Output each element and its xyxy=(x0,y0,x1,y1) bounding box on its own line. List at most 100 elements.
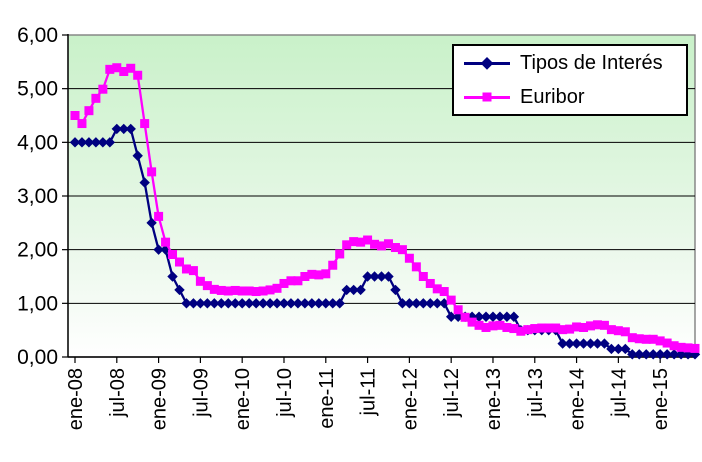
data-point-diamond xyxy=(243,298,255,309)
data-point-diamond xyxy=(271,298,283,309)
data-point-square xyxy=(599,320,609,330)
data-point-square xyxy=(84,106,94,116)
data-point-diamond xyxy=(83,137,95,148)
data-point-square xyxy=(251,287,261,297)
data-point-square xyxy=(488,321,498,331)
data-point-square xyxy=(370,239,380,249)
data-point-diamond xyxy=(69,137,81,148)
data-point-diamond xyxy=(425,298,436,309)
data-point-square xyxy=(105,64,115,74)
data-point-diamond xyxy=(557,338,568,349)
data-point-square xyxy=(383,239,393,249)
data-point-square xyxy=(202,281,212,291)
data-point-diamond xyxy=(494,311,506,322)
y-tick-label: 0,00 xyxy=(17,346,58,369)
data-point-square xyxy=(174,257,184,267)
data-point-diamond xyxy=(202,298,213,309)
data-point-square xyxy=(356,237,366,247)
data-point-square xyxy=(119,66,129,76)
x-tick-label: jul-13 xyxy=(525,368,547,418)
legend: Tipos de Interés Euribor xyxy=(452,44,688,116)
legend-item-euribor: Euribor xyxy=(464,82,686,112)
data-point-square xyxy=(627,333,637,343)
square-marker-icon xyxy=(482,92,492,102)
data-point-diamond xyxy=(578,338,589,349)
legend-label-tipos: Tipos de Interés xyxy=(520,51,663,74)
data-point-diamond xyxy=(250,298,262,309)
data-point-square xyxy=(411,262,421,272)
data-point-square xyxy=(300,272,310,281)
data-point-diamond xyxy=(487,311,499,322)
data-point-diamond xyxy=(174,284,185,296)
data-point-square xyxy=(397,245,407,255)
data-point-diamond xyxy=(132,150,143,161)
data-point-square xyxy=(279,278,289,288)
data-point-diamond xyxy=(362,271,373,282)
data-point-square xyxy=(558,325,568,335)
data-point-diamond xyxy=(341,284,352,296)
data-point-diamond xyxy=(257,298,269,309)
data-point-diamond xyxy=(313,298,325,309)
data-point-diamond xyxy=(585,338,596,349)
data-point-diamond xyxy=(404,298,415,309)
data-point-square xyxy=(446,295,456,305)
data-point-diamond xyxy=(432,298,443,309)
y-tick-label: 6,00 xyxy=(17,24,58,47)
data-point-diamond xyxy=(181,298,192,309)
data-point-diamond xyxy=(285,298,297,309)
data-point-diamond xyxy=(383,271,394,282)
data-point-diamond xyxy=(195,298,206,309)
data-point-diamond xyxy=(278,298,290,309)
data-point-square xyxy=(620,327,630,337)
data-point-square xyxy=(572,322,582,332)
data-point-square xyxy=(237,286,247,296)
data-point-square xyxy=(425,278,435,288)
data-point-square xyxy=(432,284,442,294)
data-point-square xyxy=(133,70,143,80)
data-point-square xyxy=(181,264,191,274)
y-tick-label: 5,00 xyxy=(17,78,58,101)
data-point-square xyxy=(516,326,526,336)
data-point-square xyxy=(523,325,533,335)
data-point-diamond xyxy=(592,338,603,349)
x-tick-label: jul-14 xyxy=(608,368,630,418)
data-point-square xyxy=(140,119,150,129)
data-point-square xyxy=(690,343,700,353)
data-point-square xyxy=(676,342,686,352)
data-point-square xyxy=(272,283,282,293)
legend-swatch-tipos xyxy=(464,56,510,70)
data-point-square xyxy=(648,334,658,344)
data-point-square xyxy=(460,312,470,322)
x-tick-label: ene-12 xyxy=(399,368,421,430)
data-point-diamond xyxy=(334,298,345,309)
data-point-square xyxy=(390,243,400,253)
data-point-diamond xyxy=(167,271,178,282)
y-tick-label: 2,00 xyxy=(17,239,58,262)
data-point-diamond xyxy=(571,338,582,349)
y-tick-label: 3,00 xyxy=(17,185,58,208)
data-point-square xyxy=(112,63,122,73)
data-point-square xyxy=(474,320,484,330)
data-point-square xyxy=(244,286,254,296)
data-point-diamond xyxy=(292,298,304,309)
data-point-diamond xyxy=(508,311,520,322)
data-point-diamond xyxy=(299,298,311,309)
data-point-square xyxy=(634,334,644,344)
data-point-square xyxy=(147,167,157,177)
data-point-square xyxy=(537,323,547,333)
data-point-diamond xyxy=(230,298,241,309)
data-point-square xyxy=(307,269,317,279)
data-point-square xyxy=(265,285,275,295)
data-point-square xyxy=(453,305,463,315)
x-tick-label: ene-14 xyxy=(567,368,589,430)
legend-label-euribor: Euribor xyxy=(520,85,585,108)
data-point-diamond xyxy=(209,298,220,309)
data-point-diamond xyxy=(634,349,645,360)
data-point-square xyxy=(91,93,101,103)
data-point-square xyxy=(662,338,672,348)
data-point-square xyxy=(98,84,108,94)
data-point-diamond xyxy=(627,349,638,360)
data-point-square xyxy=(223,286,233,296)
data-point-diamond xyxy=(306,298,318,309)
